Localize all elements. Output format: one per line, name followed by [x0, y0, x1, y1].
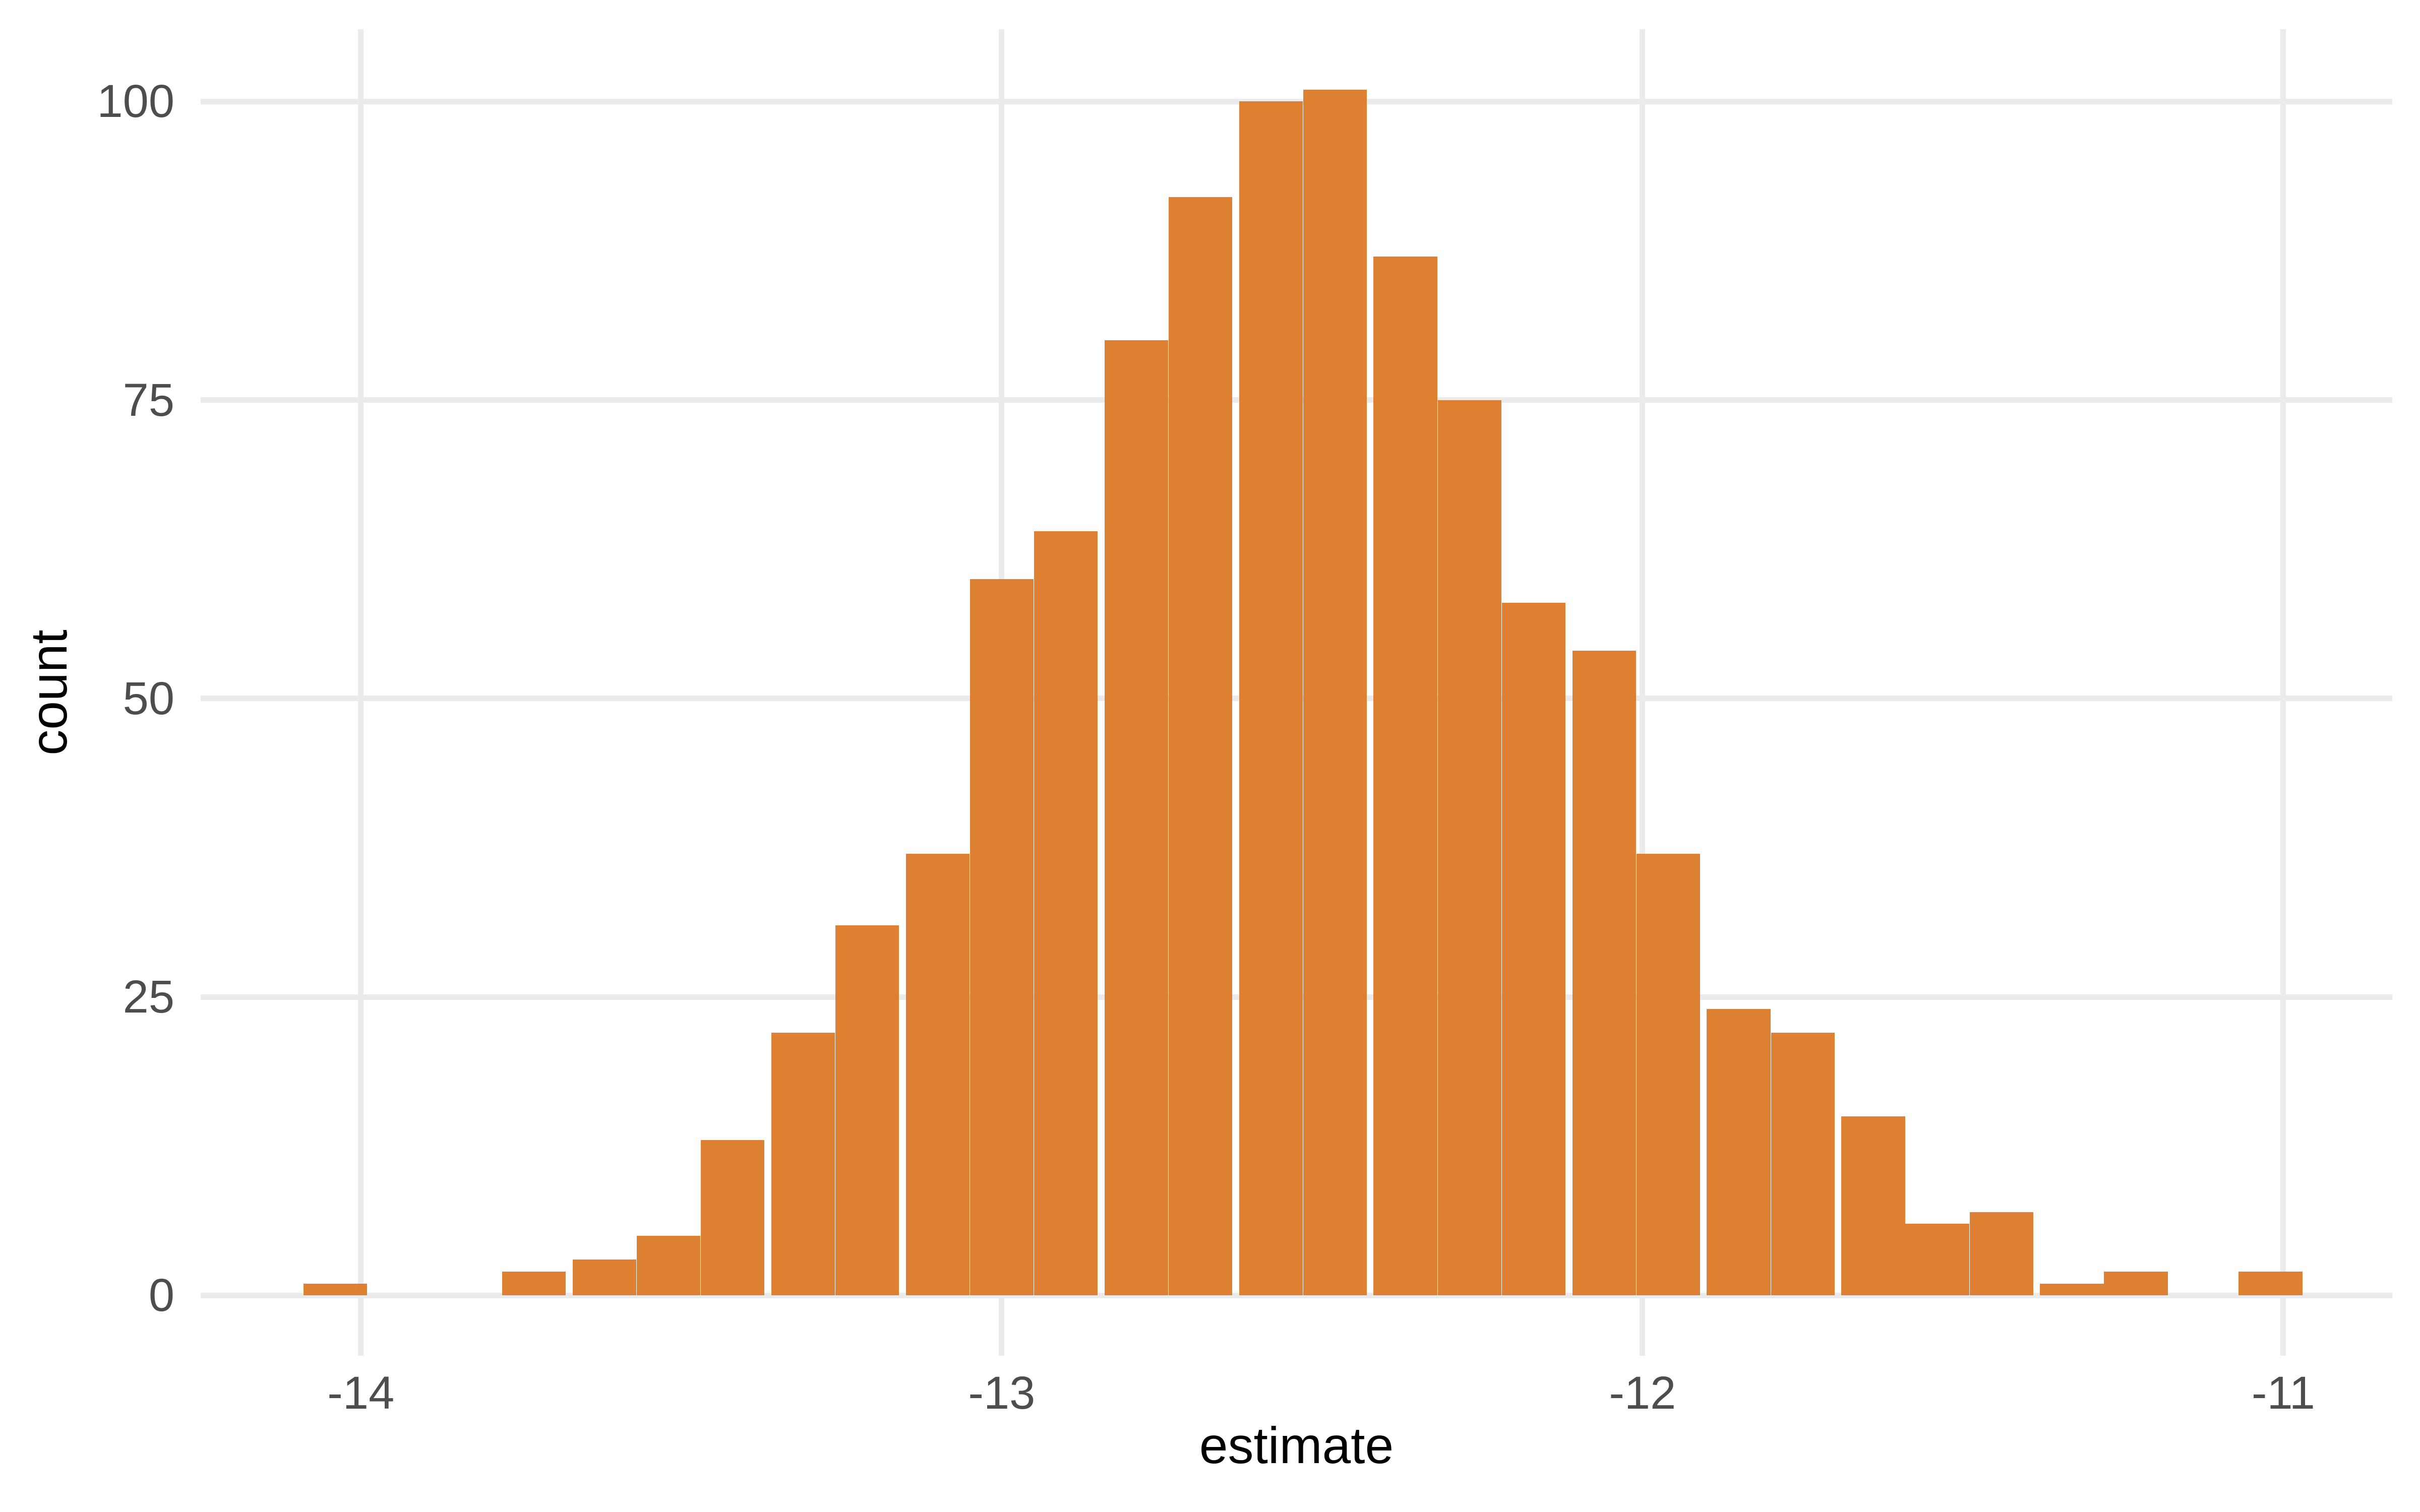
histogram-bar — [771, 1033, 835, 1296]
x-gridline — [1640, 29, 1646, 1356]
histogram-bar — [1905, 1224, 1969, 1296]
histogram-bar — [502, 1271, 566, 1296]
histogram-bar — [303, 1283, 367, 1296]
histogram-bar — [1572, 651, 1636, 1296]
histogram-bar — [1501, 603, 1565, 1296]
histogram-bar — [1303, 89, 1367, 1296]
histogram-bar — [1437, 400, 1501, 1296]
histogram-bar — [1969, 1212, 2033, 1296]
histogram-bar — [1239, 101, 1303, 1296]
histogram-bar — [1104, 340, 1168, 1296]
histogram-bar — [2040, 1283, 2104, 1296]
y-axis-title: count — [20, 629, 78, 755]
y-tick-label: 75 — [123, 374, 174, 426]
histogram-bar — [636, 1235, 700, 1296]
x-gridline — [2280, 29, 2286, 1356]
histogram-bar — [1707, 1009, 1771, 1296]
plot-panel — [201, 29, 2392, 1356]
y-tick-label: 0 — [148, 1270, 174, 1321]
histogram-bar — [1771, 1033, 1835, 1296]
y-tick-label: 50 — [123, 672, 174, 724]
x-tick-label: -13 — [968, 1367, 1036, 1419]
y-tick-label: 25 — [123, 971, 174, 1023]
x-axis-title: estimate — [1199, 1417, 1394, 1474]
y-tick-label: 100 — [97, 76, 175, 128]
histogram-bar — [2238, 1271, 2303, 1296]
histogram-bar — [700, 1140, 765, 1296]
x-gridline — [358, 29, 364, 1356]
histogram-bar — [1168, 197, 1232, 1296]
histogram-bar — [572, 1259, 636, 1296]
histogram-bar — [835, 925, 899, 1296]
y-gridline — [201, 1292, 2392, 1298]
histogram-bar — [905, 853, 970, 1296]
x-tick-label: -11 — [2251, 1367, 2315, 1419]
histogram-bar — [1636, 853, 1700, 1296]
histogram-bar — [970, 579, 1034, 1296]
histogram-bar — [1841, 1116, 1905, 1296]
histogram-bar — [1373, 257, 1437, 1296]
x-tick-label: -12 — [1609, 1367, 1676, 1419]
x-tick-label: -14 — [327, 1367, 395, 1419]
histogram-bar — [1034, 531, 1098, 1296]
histogram-bar — [2104, 1271, 2168, 1296]
